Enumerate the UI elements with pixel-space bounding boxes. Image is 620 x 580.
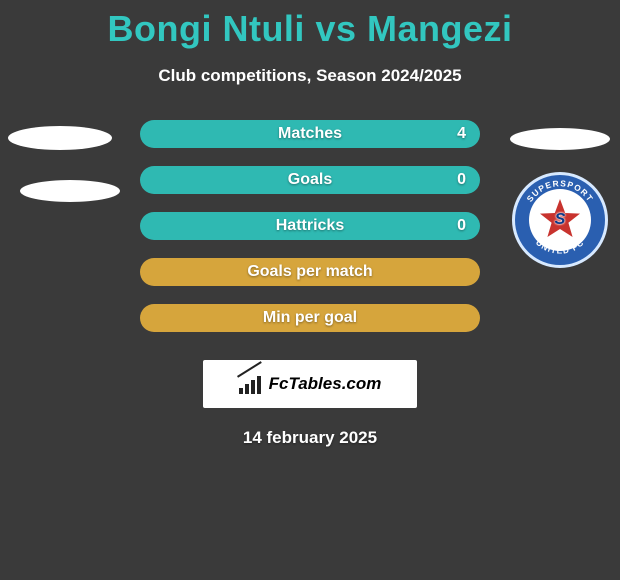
player-right-oval-1 bbox=[510, 128, 610, 150]
footer-logo-text: FcTables.com bbox=[269, 374, 382, 394]
stat-value-right: 4 bbox=[457, 125, 466, 143]
stat-label: Min per goal bbox=[140, 309, 480, 327]
player-left-oval-2 bbox=[20, 180, 120, 202]
badge-inner: S bbox=[529, 189, 591, 251]
stat-label: Goals per match bbox=[140, 263, 480, 281]
stat-row: Min per goal bbox=[140, 304, 480, 332]
stat-row: Matches4 bbox=[140, 120, 480, 148]
stat-label: Goals bbox=[140, 171, 480, 189]
footer-date: 14 february 2025 bbox=[0, 428, 620, 448]
subtitle: Club competitions, Season 2024/2025 bbox=[0, 66, 620, 86]
player-left-oval-1 bbox=[8, 126, 112, 150]
stat-value-right: 0 bbox=[457, 171, 466, 189]
stat-label: Matches bbox=[140, 125, 480, 143]
chart-icon bbox=[239, 374, 263, 394]
stat-row: Hattricks0 bbox=[140, 212, 480, 240]
club-badge: SUPERSPORT UNITED FC S bbox=[512, 172, 608, 268]
badge-center-letter: S bbox=[555, 211, 566, 229]
page-title: Bongi Ntuli vs Mangezi bbox=[0, 0, 620, 50]
stat-row: Goals0 bbox=[140, 166, 480, 194]
stat-row: Goals per match bbox=[140, 258, 480, 286]
stat-value-right: 0 bbox=[457, 217, 466, 235]
stat-label: Hattricks bbox=[140, 217, 480, 235]
footer-logo: FcTables.com bbox=[203, 360, 417, 408]
